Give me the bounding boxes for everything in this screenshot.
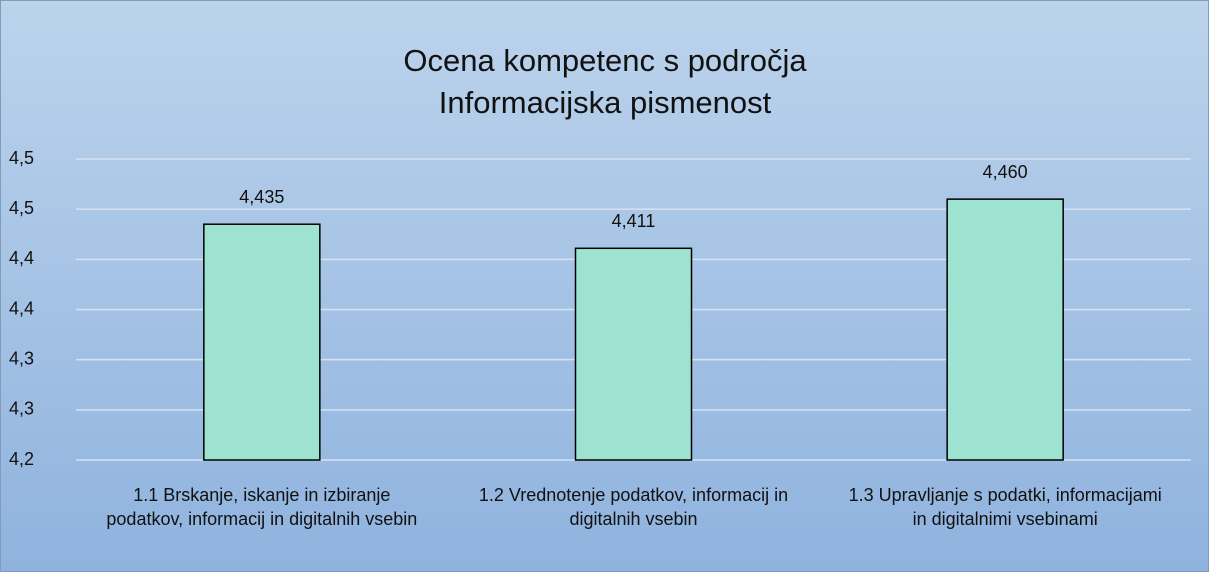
data-label: 4,411 xyxy=(612,211,656,231)
y-tick-label: 4,3 xyxy=(9,348,34,368)
bar xyxy=(574,247,693,461)
y-tick-label: 4,4 xyxy=(9,248,34,268)
y-tick-label: 4,3 xyxy=(9,399,34,419)
y-tick-label: 4,4 xyxy=(9,298,34,318)
data-label: 4,435 xyxy=(239,187,284,207)
y-tick-label: 4,2 xyxy=(9,449,34,469)
x-tick-label: 1.3 Upravljanje s podatki, informacijami… xyxy=(848,485,1162,529)
data-label: 4,460 xyxy=(983,162,1028,182)
x-tick-label: 1.1 Brskanje, iskanje in izbiranje podat… xyxy=(106,485,418,529)
bar xyxy=(946,198,1064,461)
y-tick-label: 4,5 xyxy=(9,148,34,168)
chart-title: Ocena kompetenc s področja xyxy=(403,43,807,78)
y-tick-label: 4,5 xyxy=(9,198,34,218)
x-tick-label: 1.2 Vrednotenje podatkov, informacij in … xyxy=(478,485,789,529)
chart-title: Informacijska pismenost xyxy=(439,85,772,120)
bar xyxy=(203,223,321,461)
